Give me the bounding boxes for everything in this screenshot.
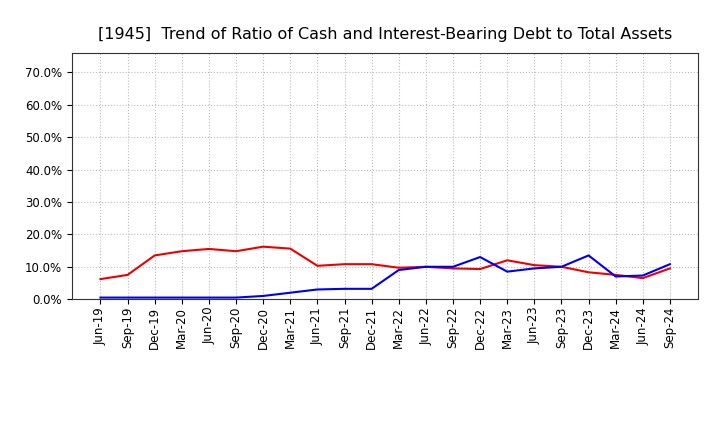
Interest-Bearing Debt <box>341 286 349 291</box>
Cash <box>367 261 376 267</box>
Cash <box>341 261 349 267</box>
Cash <box>639 275 647 281</box>
Interest-Bearing Debt <box>150 295 159 300</box>
Interest-Bearing Debt <box>178 295 186 300</box>
Cash <box>476 266 485 271</box>
Interest-Bearing Debt <box>421 264 430 269</box>
Cash <box>557 264 566 269</box>
Cash <box>584 270 593 275</box>
Interest-Bearing Debt <box>313 287 322 292</box>
Interest-Bearing Debt <box>503 269 511 274</box>
Interest-Bearing Debt <box>530 266 539 271</box>
Cash <box>178 249 186 254</box>
Cash <box>123 272 132 278</box>
Cash <box>503 258 511 263</box>
Cash <box>449 266 457 271</box>
Interest-Bearing Debt <box>584 253 593 258</box>
Interest-Bearing Debt <box>123 295 132 300</box>
Interest-Bearing Debt <box>286 290 294 295</box>
Interest-Bearing Debt <box>476 254 485 260</box>
Title: [1945]  Trend of Ratio of Cash and Interest-Bearing Debt to Total Assets: [1945] Trend of Ratio of Cash and Intere… <box>98 27 672 42</box>
Interest-Bearing Debt <box>259 293 268 299</box>
Interest-Bearing Debt <box>96 295 105 300</box>
Interest-Bearing Debt <box>232 295 240 300</box>
Cash <box>96 276 105 282</box>
Interest-Bearing Debt <box>557 264 566 269</box>
Line: Interest-Bearing Debt: Interest-Bearing Debt <box>101 256 670 297</box>
Cash <box>313 263 322 268</box>
Cash <box>665 266 674 271</box>
Interest-Bearing Debt <box>611 274 620 279</box>
Interest-Bearing Debt <box>395 268 403 273</box>
Interest-Bearing Debt <box>639 273 647 278</box>
Interest-Bearing Debt <box>204 295 213 300</box>
Line: Cash: Cash <box>101 247 670 279</box>
Cash <box>395 265 403 271</box>
Cash <box>530 263 539 268</box>
Interest-Bearing Debt <box>367 286 376 291</box>
Cash <box>232 249 240 254</box>
Cash <box>150 253 159 258</box>
Cash <box>286 246 294 251</box>
Cash <box>421 264 430 269</box>
Cash <box>204 246 213 252</box>
Interest-Bearing Debt <box>449 264 457 269</box>
Cash <box>611 272 620 278</box>
Interest-Bearing Debt <box>665 261 674 267</box>
Cash <box>259 244 268 249</box>
